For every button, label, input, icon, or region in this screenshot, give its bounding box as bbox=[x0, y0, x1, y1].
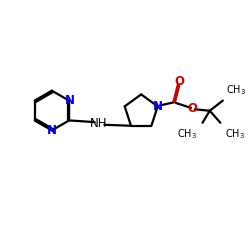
Text: O: O bbox=[188, 102, 198, 115]
Text: N: N bbox=[46, 124, 56, 137]
Text: N: N bbox=[153, 100, 163, 113]
Text: CH$_3$: CH$_3$ bbox=[226, 84, 246, 98]
Text: N: N bbox=[64, 94, 74, 107]
Text: CH$_3$: CH$_3$ bbox=[225, 127, 245, 141]
Text: CH$_3$: CH$_3$ bbox=[177, 127, 197, 141]
Text: O: O bbox=[174, 75, 184, 88]
Text: NH: NH bbox=[90, 117, 108, 130]
